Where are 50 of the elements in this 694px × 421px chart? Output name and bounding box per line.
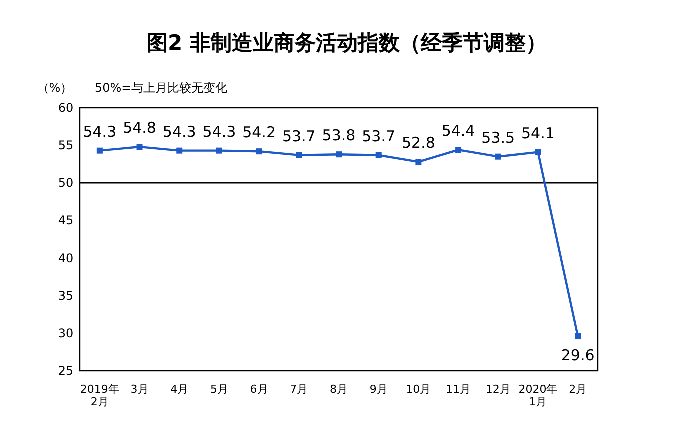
point: [296, 152, 302, 158]
point: [416, 159, 422, 166]
data-label: 53.7: [282, 127, 316, 146]
x-tick-label: 2020年 1月: [518, 383, 558, 409]
data-label: 54.8: [123, 119, 156, 138]
data-label: 52.8: [402, 134, 436, 152]
y-axis-title: （%）: [37, 81, 73, 95]
x-tick-label: 8月: [330, 383, 348, 396]
point: [176, 148, 183, 154]
x-tick-label: 12月: [486, 383, 511, 396]
data-label: 54.3: [162, 122, 196, 141]
x-tick-label: 2019年 2月: [80, 383, 120, 409]
y-tick-label: 30: [58, 326, 74, 340]
point: [256, 148, 262, 155]
data-label: 54.3: [202, 122, 236, 141]
text: 50%=与上月比较无变化: [95, 81, 228, 95]
data-label: 54.4: [442, 122, 476, 140]
x-tick-label: 9月: [370, 383, 388, 396]
y-tick-label: 40: [58, 251, 74, 266]
data-label: 53.8: [322, 126, 356, 145]
x-tick-label: 4月: [170, 383, 189, 396]
point: [216, 148, 222, 154]
point: [495, 154, 502, 160]
x-tick-label: 2月: [569, 383, 588, 396]
point: [456, 147, 462, 154]
x-tick-label: 3月: [130, 383, 149, 396]
x-tick-label: 5月: [210, 383, 228, 396]
data-label: 53.5: [482, 128, 516, 147]
y-tick-label: 45: [58, 214, 74, 228]
point: [575, 333, 582, 340]
data-label: 54.2: [242, 124, 276, 142]
chart-title: 图2 非制造业商务活动指数（经季节调整）: [147, 31, 547, 55]
x-tick-label: 11月: [446, 383, 472, 396]
point: [136, 144, 143, 150]
y-tick-label: 60: [58, 101, 74, 115]
data-label: 29.6: [561, 346, 595, 364]
y-tick-label: 55: [58, 138, 74, 153]
x-tick-label: 7月: [290, 383, 308, 396]
point: [376, 152, 382, 158]
y-tick-label: 50: [58, 176, 74, 190]
point: [336, 152, 342, 158]
y-tick-label: 25: [58, 364, 74, 378]
point: [535, 149, 542, 156]
data-label: 53.7: [362, 127, 396, 146]
point: [96, 148, 103, 154]
data-label: 54.1: [522, 124, 555, 142]
x-tick-label: 10月: [406, 383, 432, 396]
y-tick-label: 35: [58, 288, 74, 303]
x-tick-label: 6月: [250, 383, 268, 396]
data-label: 54.3: [83, 122, 117, 141]
